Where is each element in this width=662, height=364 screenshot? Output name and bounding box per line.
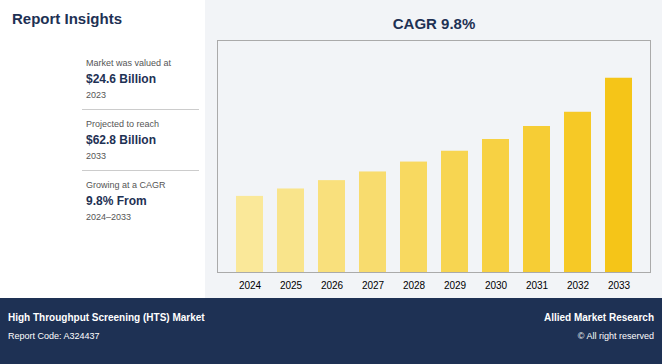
html-text:Report Code: A324437: Report Code: A324437 — [8, 331, 100, 341]
svg-text:2030: 2030 — [485, 280, 508, 291]
html-text:Projected to reach: Projected to reach — [86, 119, 159, 129]
svg-text:2025: 2025 — [280, 280, 303, 291]
html-text:$24.6 Billion: $24.6 Billion — [86, 72, 156, 86]
svg-text:2029: 2029 — [444, 280, 467, 291]
svg-text:2028: 2028 — [403, 280, 426, 291]
html-text:Report Insights: Report Insights — [12, 10, 122, 27]
svg-text:2032: 2032 — [567, 280, 590, 291]
svg-text:CAGR 9.8%: CAGR 9.8% — [393, 15, 476, 32]
html-text:2023: 2023 — [86, 90, 106, 100]
svg-text:2026: 2026 — [321, 280, 344, 291]
svg-text:2024: 2024 — [239, 280, 262, 291]
svg-text:2033: 2033 — [608, 280, 631, 291]
html-text:Market was valued at: Market was valued at — [86, 58, 171, 68]
html-text:2033: 2033 — [86, 151, 106, 161]
html-text:$62.8 Billion: $62.8 Billion — [86, 133, 156, 147]
html-text:Allied Market Research: Allied Market Research — [543, 312, 654, 323]
html-text:2024–2033: 2024–2033 — [86, 212, 132, 222]
svg-text:2031: 2031 — [526, 280, 549, 291]
html-text:© All right reserved: © All right reserved — [577, 331, 654, 341]
html-text:High Throughput Screening (HTS: High Throughput Screening (HTS) Market — [8, 312, 205, 323]
html-text:9.8% From: 9.8% From — [86, 194, 147, 208]
svg-text:2027: 2027 — [362, 280, 385, 291]
html-text:Growing at a CAGR: Growing at a CAGR — [86, 180, 166, 190]
